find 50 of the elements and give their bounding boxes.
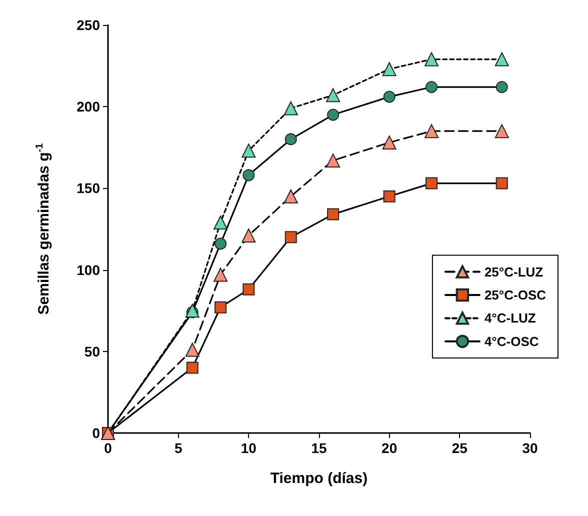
point	[496, 81, 508, 94]
point	[426, 177, 438, 190]
point	[424, 124, 439, 138]
point	[284, 101, 298, 116]
point	[424, 52, 439, 66]
point	[284, 231, 297, 244]
point	[426, 81, 438, 94]
y-tick-label: 50	[84, 343, 100, 360]
point	[327, 208, 340, 220]
point	[382, 62, 396, 76]
point	[494, 52, 509, 66]
y-axis-title: Semillas germinadas g-1	[34, 142, 52, 315]
point	[185, 342, 200, 357]
legend-label: 4°C-LUZ	[484, 310, 536, 326]
point	[214, 301, 227, 314]
point	[185, 304, 200, 318]
point	[496, 177, 508, 190]
point	[327, 108, 340, 121]
point	[284, 133, 297, 146]
point	[214, 215, 228, 230]
x-tick-label: 20	[382, 440, 398, 456]
point	[242, 144, 256, 158]
point	[326, 153, 340, 168]
point	[383, 190, 396, 202]
x-axis-title: Tiempo (días)	[270, 470, 368, 487]
x-tick-label: 25	[452, 440, 468, 456]
legend-label: 25°C-OSC	[484, 288, 547, 302]
y-tick-label: 100	[76, 262, 100, 278]
point	[214, 268, 228, 282]
point	[284, 189, 298, 204]
legend-label: 25°C-LUZ	[484, 264, 544, 280]
point	[382, 136, 396, 150]
y-tick-label: 200	[76, 98, 100, 115]
x-tick-label: 10	[240, 440, 257, 456]
point	[242, 228, 256, 243]
x-tick-label: 0	[104, 440, 112, 456]
x-tick-label: 30	[522, 440, 538, 456]
point	[383, 90, 396, 103]
y-tick-label: 0	[92, 425, 100, 441]
y-tick-label: 250	[76, 17, 100, 33]
point	[186, 362, 198, 374]
point	[214, 238, 227, 250]
point	[242, 283, 255, 296]
x-tick-label: 15	[311, 440, 327, 456]
x-tick-label: 5	[174, 440, 182, 456]
legend-label: 4°C-OSC	[484, 334, 540, 349]
y-tick-label: 150	[76, 180, 100, 196]
point	[326, 88, 340, 102]
point	[242, 169, 255, 182]
point	[494, 124, 509, 138]
